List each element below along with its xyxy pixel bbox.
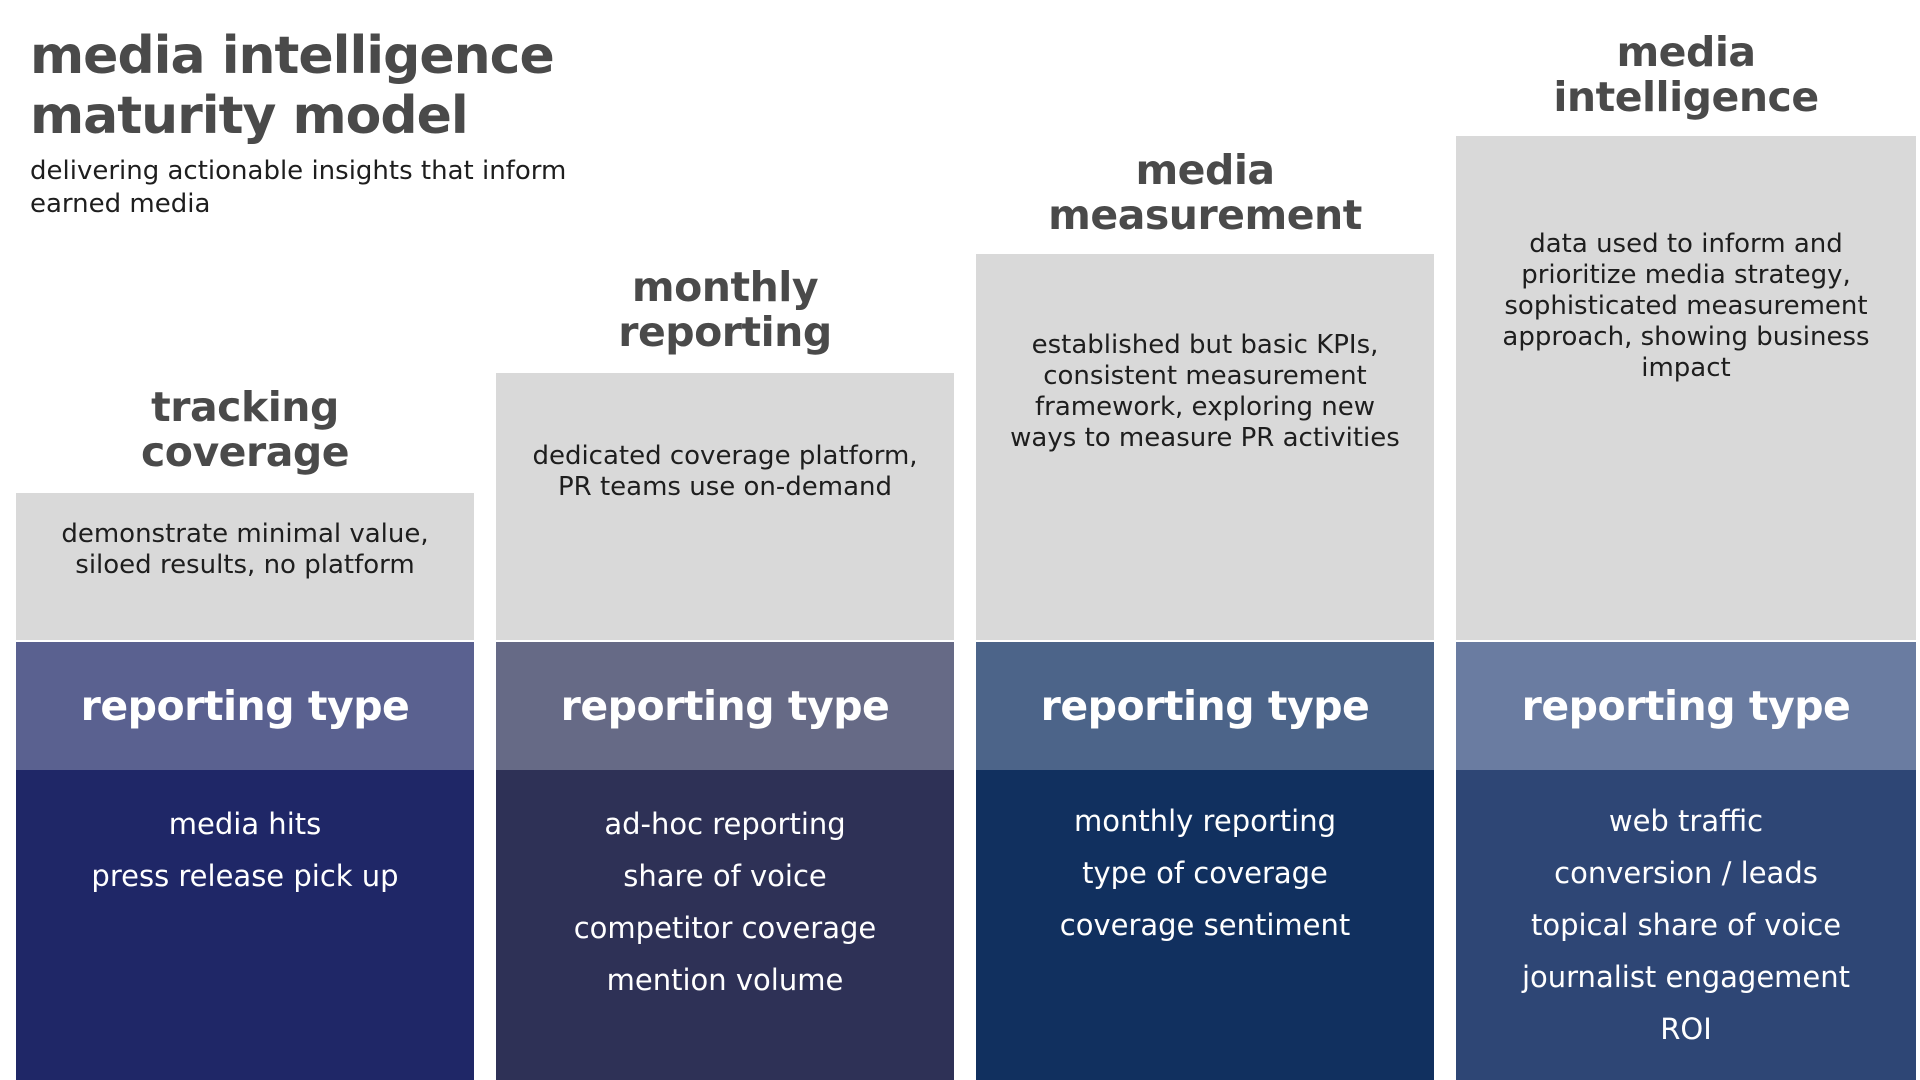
stage-title-line-2: intelligence	[1553, 73, 1819, 121]
reporting-type-list: ad-hoc reporting share of voice competit…	[496, 770, 954, 1080]
stage-title-line-1: media	[1616, 28, 1756, 76]
stage-title: tracking coverage	[16, 385, 474, 475]
stage-title: media intelligence	[1456, 30, 1916, 120]
stage-title: media measurement	[976, 148, 1434, 238]
reporting-type-header: reporting type	[1456, 642, 1916, 770]
stage-title-line-1: monthly	[631, 263, 819, 311]
stage-title-line-2: reporting	[618, 308, 832, 356]
list-item: conversion / leads	[1554, 856, 1818, 890]
list-item: competitor coverage	[573, 911, 877, 945]
stage-description: data used to inform and prioritize media…	[1456, 136, 1916, 640]
list-item: monthly reporting	[1074, 804, 1336, 838]
reporting-type-header: reporting type	[976, 642, 1434, 770]
list-item: coverage sentiment	[1059, 908, 1351, 942]
stage-description: established but basic KPIs, consistent m…	[976, 254, 1434, 640]
list-item: press release pick up	[91, 859, 399, 893]
stage-description: dedicated coverage platform, PR teams us…	[496, 373, 954, 640]
list-item: share of voice	[623, 859, 827, 893]
list-item: topical share of voice	[1530, 908, 1842, 942]
reporting-type-header: reporting type	[496, 642, 954, 770]
reporting-type-header: reporting type	[16, 642, 474, 770]
reporting-type-list: media hits press release pick up	[16, 770, 474, 1080]
list-item: ROI	[1660, 1012, 1712, 1046]
list-item: media hits	[168, 807, 322, 841]
stage-title-line-1: media	[1135, 146, 1275, 194]
reporting-type-list: monthly reporting type of coverage cover…	[976, 770, 1434, 1080]
page-title: media intelligence maturity model	[30, 26, 555, 146]
page-title-line-1: media intelligence	[30, 26, 555, 86]
stage-title-line-1: tracking	[151, 383, 339, 431]
list-item: ad-hoc reporting	[604, 807, 846, 841]
stage-title: monthly reporting	[496, 265, 954, 355]
list-item: type of coverage	[1082, 856, 1328, 890]
stage-title-line-2: measurement	[1048, 191, 1362, 239]
stage-title-line-2: coverage	[140, 428, 350, 476]
page-title-line-2: maturity model	[30, 86, 469, 146]
list-item: journalist engagement	[1521, 960, 1851, 994]
page-subtitle: delivering actionable insights that info…	[30, 156, 567, 219]
stage-description: demonstrate minimal value, siloed result…	[16, 493, 474, 640]
list-item: web traffic	[1608, 804, 1764, 838]
reporting-type-list: web traffic conversion / leads topical s…	[1456, 770, 1916, 1080]
list-item: mention volume	[606, 963, 844, 997]
